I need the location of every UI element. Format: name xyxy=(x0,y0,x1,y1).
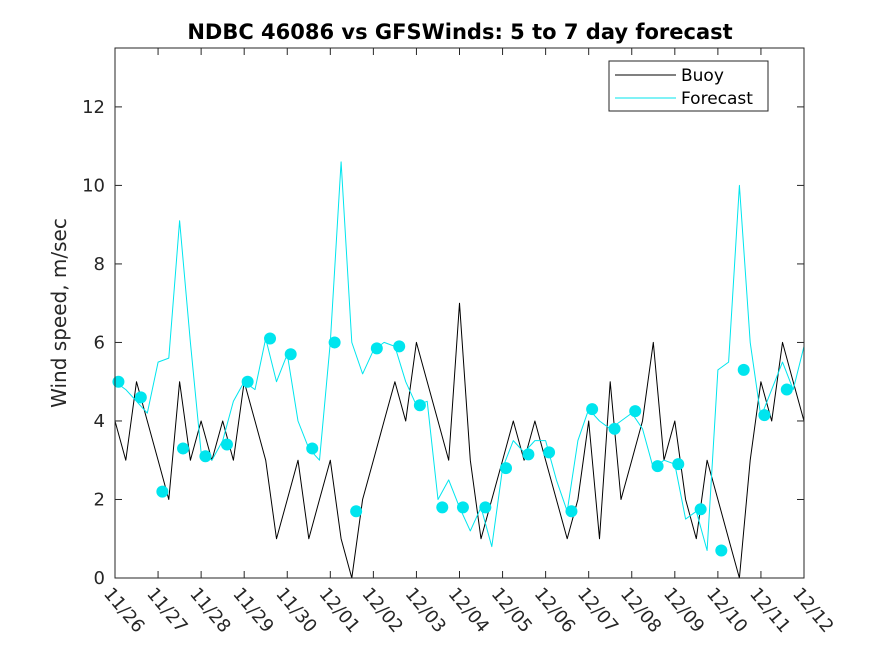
forecast-point xyxy=(350,505,363,518)
y-tick-label: 12 xyxy=(82,97,105,118)
forecast-point xyxy=(393,340,406,353)
legend-forecast-label: Forecast xyxy=(681,89,753,109)
chart-title: NDBC 46086 vs GFSWinds: 5 to 7 day forec… xyxy=(187,20,732,44)
legend: Buoy Forecast xyxy=(608,60,769,112)
forecast-point xyxy=(284,348,297,361)
y-tick-label: 2 xyxy=(94,489,105,510)
forecast-point xyxy=(565,505,578,518)
forecast-point xyxy=(436,501,449,514)
forecast-point xyxy=(177,442,190,455)
forecast-point xyxy=(134,391,147,404)
forecast-point xyxy=(758,409,771,422)
forecast-point xyxy=(370,342,383,355)
forecast-point xyxy=(199,450,212,463)
forecast-point xyxy=(328,336,341,349)
forecast-point xyxy=(456,501,469,514)
forecast-point xyxy=(629,405,642,418)
forecast-point xyxy=(651,460,664,473)
forecast-point xyxy=(608,422,621,435)
legend-box xyxy=(608,60,769,112)
forecast-point xyxy=(694,503,707,516)
forecast-point xyxy=(112,375,125,388)
series-layer xyxy=(112,161,805,579)
forecast-point xyxy=(586,403,599,416)
y-axis-label: Wind speed, m/sec xyxy=(47,218,71,408)
plot-area xyxy=(115,48,804,578)
legend-buoy-label: Buoy xyxy=(681,66,724,86)
y-tick-label: 4 xyxy=(94,411,105,432)
forecast-point xyxy=(715,544,728,557)
forecast-point xyxy=(413,399,426,412)
forecast-point xyxy=(780,383,793,396)
y-tick-label: 8 xyxy=(94,254,105,275)
forecast-point xyxy=(479,501,492,514)
forecast-point xyxy=(220,438,233,451)
forecast-point xyxy=(264,332,277,345)
y-tick-label: 0 xyxy=(94,568,105,589)
forecast-point xyxy=(737,363,750,376)
forecast-point xyxy=(543,446,556,459)
forecast-point xyxy=(156,485,169,498)
y-tick-label: 6 xyxy=(94,332,105,353)
forecast-point xyxy=(672,458,685,471)
forecast-point xyxy=(500,462,513,475)
forecast-point xyxy=(241,375,254,388)
y-tick-label: 10 xyxy=(82,175,105,196)
forecast-point xyxy=(522,448,535,461)
forecast-point xyxy=(306,442,319,455)
